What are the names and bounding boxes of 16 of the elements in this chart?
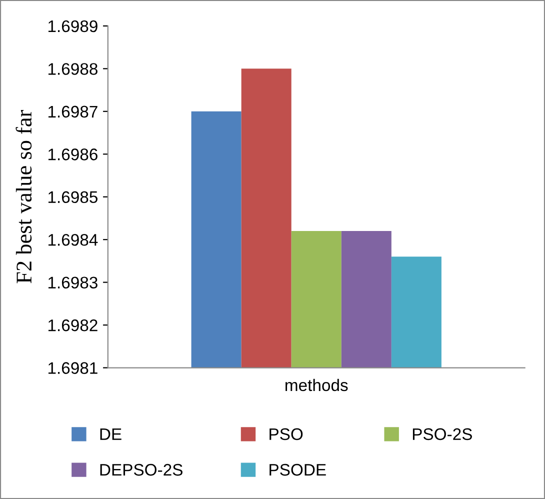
y-tick-label: 1.6987 bbox=[48, 106, 98, 118]
y-tick-label: 1.6988 bbox=[48, 63, 98, 75]
y-tick-label: 1.6981 bbox=[48, 362, 98, 374]
legend-label: PSO-2S bbox=[412, 428, 472, 440]
y-tick-label: 1.6989 bbox=[48, 20, 98, 32]
x-tick-label: methods bbox=[286, 378, 348, 392]
legend-label: PSODE bbox=[270, 464, 326, 476]
y-tick-label: 1.6983 bbox=[48, 276, 98, 289]
legend-label: PSO bbox=[270, 428, 303, 440]
y-tick-label: 1.6984 bbox=[48, 234, 98, 246]
legend-label: DE bbox=[100, 428, 122, 440]
y-axis-title: F2 best value so far bbox=[16, 110, 32, 284]
legend-label: DEPSO-2S bbox=[100, 464, 182, 476]
y-tick-label: 1.6982 bbox=[48, 319, 98, 332]
y-tick-label: 1.6985 bbox=[48, 191, 98, 204]
y-tick-label: 1.6986 bbox=[48, 148, 98, 160]
